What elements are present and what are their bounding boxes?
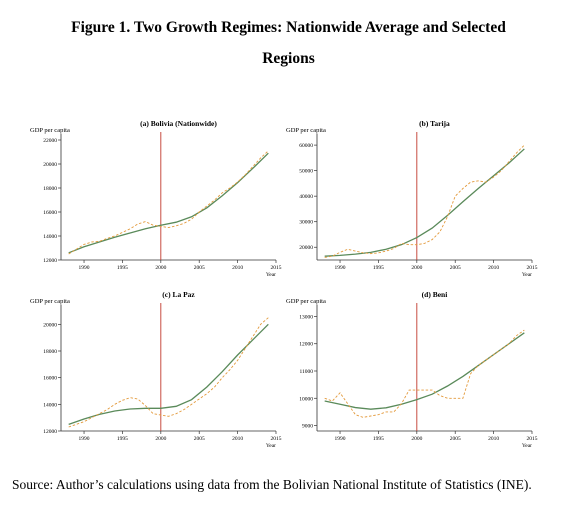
y-tick-label: 30000 (299, 220, 313, 226)
x-axis-label: Year (266, 443, 276, 449)
x-tick-label: 2005 (194, 436, 205, 442)
y-axis-label: GDP per capita (286, 127, 326, 134)
trend-line (324, 332, 525, 410)
chart-svg: (b) Tarija GDP per capita 20000 30000 40000 5… (286, 119, 538, 278)
y-tick-label: 13000 (299, 314, 313, 320)
x-tick-label: 2010 (488, 265, 499, 271)
x-tick-label: 1995 (373, 265, 384, 271)
chart-svg: (d) Beni GDP per capita 9000 10000 11000 1200… (286, 290, 538, 449)
chart-title: (b) Tarija (419, 119, 450, 128)
x-tick-label: 1995 (117, 265, 128, 271)
x-tick-label: 2005 (194, 265, 205, 271)
panel-bolivia: (a) Bolivia (Nationwide) GDP per capita 12… (28, 112, 290, 280)
x-tick-label: 2005 (450, 265, 461, 271)
actual-line (68, 317, 269, 428)
y-tick-label: 10000 (299, 396, 313, 402)
x-tick-label: 1995 (373, 436, 384, 442)
x-tick-label: 2000 (155, 265, 166, 271)
x-tick-label: 2010 (488, 436, 499, 442)
x-axis-label: Year (522, 272, 532, 278)
figure-title-line-1: Figure 1. Two Growth Regimes: Nationwide… (71, 19, 506, 36)
y-tick-label: 14000 (43, 402, 57, 408)
trend-line (68, 323, 269, 425)
y-tick-label: 14000 (43, 234, 57, 240)
actual-line (324, 329, 525, 418)
chart-title: (c) La Paz (162, 290, 195, 299)
trend-line (68, 152, 269, 254)
x-tick-label: 2000 (155, 436, 166, 442)
trend-line (324, 148, 525, 257)
y-tick-label: 16000 (43, 210, 57, 216)
figure-title: Figure 1. Two Growth Regimes: Nationwide… (0, 12, 577, 74)
y-tick-label: 11000 (299, 369, 313, 375)
x-tick-label: 2005 (450, 436, 461, 442)
x-tick-label: 1995 (117, 436, 128, 442)
x-axis-label: Year (266, 272, 276, 278)
chart-title: (a) Bolivia (Nationwide) (140, 119, 217, 128)
panel-tarija: (b) Tarija GDP per capita 20000 30000 40000 5… (284, 112, 546, 280)
y-tick-label: 50000 (299, 169, 313, 175)
panel-la-paz: (c) La Paz GDP per capita 12000 14000 16000 1… (28, 283, 290, 451)
x-tick-label: 1990 (79, 436, 90, 442)
actual-line (68, 150, 269, 255)
y-tick-label: 20000 (43, 322, 57, 328)
y-axis-label: GDP per capita (30, 298, 70, 305)
actual-line (324, 144, 525, 258)
x-axis-label: Year (522, 443, 532, 449)
x-tick-label: 2000 (411, 436, 422, 442)
y-tick-label: 40000 (299, 194, 313, 200)
x-tick-label: 2010 (232, 265, 243, 271)
chart-title: (d) Beni (422, 290, 448, 299)
x-tick-label: 2015 (271, 265, 282, 271)
y-tick-label: 18000 (43, 349, 57, 355)
chart-svg: (c) La Paz GDP per capita 12000 14000 16000 1… (30, 290, 282, 449)
x-tick-label: 2000 (411, 265, 422, 271)
x-tick-label: 2015 (527, 436, 538, 442)
y-tick-label: 12000 (43, 258, 57, 264)
x-tick-label: 1990 (335, 265, 346, 271)
y-tick-label: 20000 (43, 162, 57, 168)
y-tick-label: 18000 (43, 186, 57, 192)
x-tick-label: 2010 (232, 436, 243, 442)
source-note: Source: Author’s calculations using data… (12, 477, 532, 492)
y-tick-label: 22000 (43, 138, 57, 144)
x-tick-label: 2015 (271, 436, 282, 442)
y-tick-label: 12000 (43, 429, 57, 435)
y-tick-label: 20000 (299, 245, 313, 251)
y-tick-label: 60000 (299, 143, 313, 149)
panel-beni: (d) Beni GDP per capita 9000 10000 11000 1200… (284, 283, 546, 451)
y-tick-label: 9000 (302, 424, 313, 430)
chart-svg: (a) Bolivia (Nationwide) GDP per capita 12… (30, 119, 282, 278)
x-tick-label: 2015 (527, 265, 538, 271)
figure-title-line-2: Regions (262, 50, 315, 67)
x-tick-label: 1990 (79, 265, 90, 271)
y-tick-label: 16000 (43, 376, 57, 382)
y-axis-label: GDP per capita (286, 298, 326, 305)
y-tick-label: 12000 (299, 342, 313, 348)
y-axis-label: GDP per capita (30, 127, 70, 134)
x-tick-label: 1990 (335, 436, 346, 442)
